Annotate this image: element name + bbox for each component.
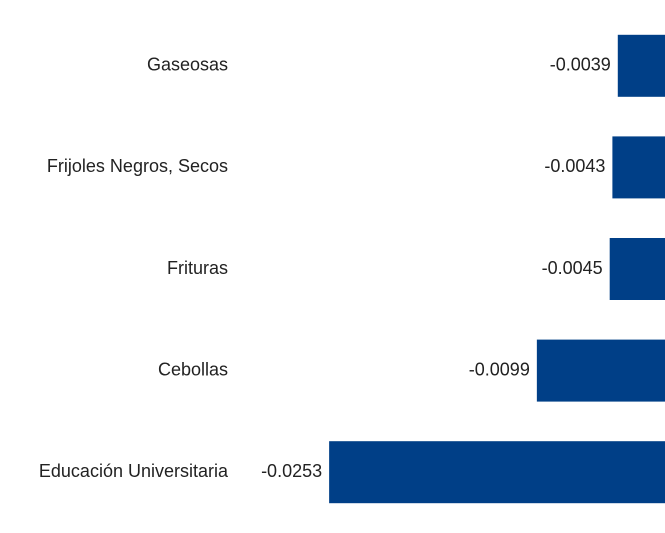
bar: [617, 34, 665, 97]
category-label: Cebollas: [158, 359, 228, 379]
category-label: Frituras: [167, 258, 228, 278]
value-label: -0.0045: [542, 258, 603, 278]
bar: [536, 339, 665, 402]
bar: [609, 238, 665, 300]
value-label: -0.0253: [261, 461, 322, 481]
value-label: -0.0099: [469, 359, 530, 379]
category-label: Gaseosas: [147, 55, 228, 75]
category-label: Frijoles Negros, Secos: [47, 156, 228, 176]
bar: [329, 441, 665, 504]
bar: [612, 136, 665, 199]
value-label: -0.0039: [550, 55, 611, 75]
value-label: -0.0043: [544, 156, 605, 176]
category-label: Educación Universitaria: [39, 461, 229, 481]
